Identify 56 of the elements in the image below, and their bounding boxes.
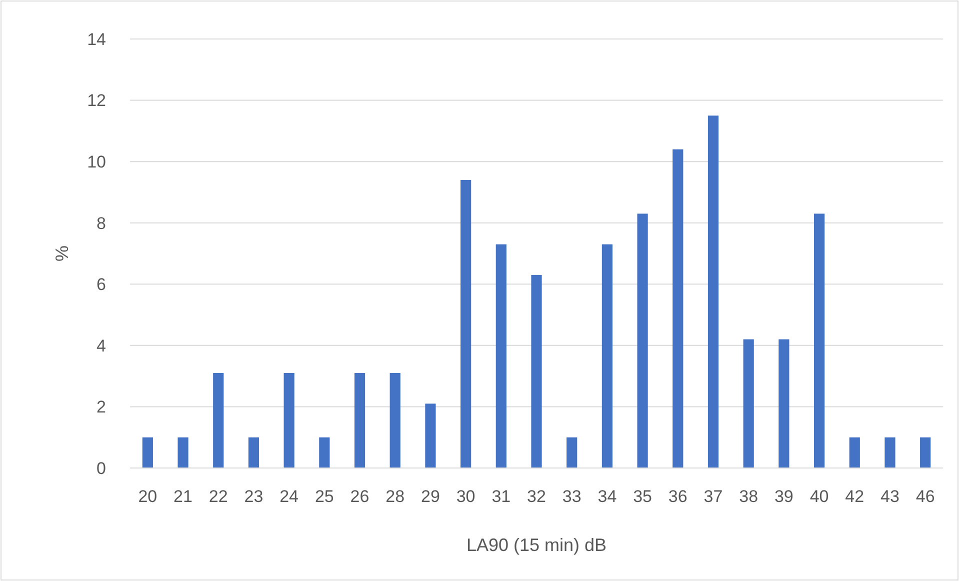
bar bbox=[390, 373, 400, 468]
bar bbox=[708, 116, 719, 468]
y-tick-label: 8 bbox=[96, 214, 106, 233]
x-tick-label: 39 bbox=[774, 487, 794, 506]
x-tick-label: 29 bbox=[420, 487, 440, 506]
bar bbox=[354, 373, 366, 468]
x-tick-label: 22 bbox=[208, 487, 228, 506]
x-tick-label: 20 bbox=[138, 487, 158, 506]
x-tick-label: 37 bbox=[704, 487, 723, 506]
x-tick-label: 28 bbox=[386, 487, 405, 506]
x-tick-label: 36 bbox=[668, 487, 688, 506]
x-tick-label: 34 bbox=[598, 487, 617, 506]
y-tick-label: 14 bbox=[87, 30, 106, 49]
bar bbox=[319, 437, 330, 468]
y-tick-label: 12 bbox=[87, 91, 106, 110]
x-tick-label: 26 bbox=[350, 487, 370, 506]
bar bbox=[884, 437, 896, 468]
y-tick-label: 10 bbox=[87, 152, 106, 172]
x-tick-label: 40 bbox=[810, 487, 829, 506]
x-axis-title: LA90 (15 min) dB bbox=[466, 535, 607, 555]
x-tick-label: 30 bbox=[456, 487, 476, 506]
bar bbox=[213, 373, 224, 468]
bar bbox=[637, 214, 648, 468]
y-tick-label: 4 bbox=[96, 336, 106, 356]
bar bbox=[743, 339, 754, 468]
y-tick-label: 2 bbox=[96, 398, 106, 417]
x-tick-label: 23 bbox=[244, 487, 264, 506]
y-tick-label: 6 bbox=[96, 275, 106, 294]
bar bbox=[849, 437, 860, 468]
x-tick-label: 32 bbox=[527, 487, 546, 506]
bar bbox=[920, 437, 931, 468]
bar bbox=[425, 404, 436, 468]
x-tick-label: 43 bbox=[880, 487, 900, 506]
bar bbox=[778, 339, 790, 468]
bar bbox=[566, 437, 578, 468]
bar bbox=[496, 244, 506, 468]
x-tick-label: 46 bbox=[916, 487, 935, 506]
y-axis-title: % bbox=[52, 245, 72, 262]
bar bbox=[602, 244, 612, 468]
x-tick-label: 38 bbox=[739, 487, 758, 506]
bar bbox=[531, 274, 542, 468]
y-tick-label: 0 bbox=[96, 458, 106, 478]
x-tick-label: 35 bbox=[633, 487, 652, 506]
bar bbox=[142, 437, 153, 468]
x-tick-label: 21 bbox=[174, 487, 192, 506]
bar bbox=[178, 437, 188, 468]
x-tick-label: 25 bbox=[314, 487, 334, 506]
x-tick-label: 24 bbox=[280, 487, 299, 506]
bar bbox=[248, 437, 260, 468]
x-tick-label: 31 bbox=[492, 487, 511, 506]
x-tick-label: 33 bbox=[562, 487, 582, 506]
bar bbox=[460, 180, 472, 468]
bar bbox=[814, 214, 825, 468]
x-tick-label: 42 bbox=[845, 487, 864, 506]
bar bbox=[284, 373, 294, 468]
bar bbox=[672, 149, 684, 468]
